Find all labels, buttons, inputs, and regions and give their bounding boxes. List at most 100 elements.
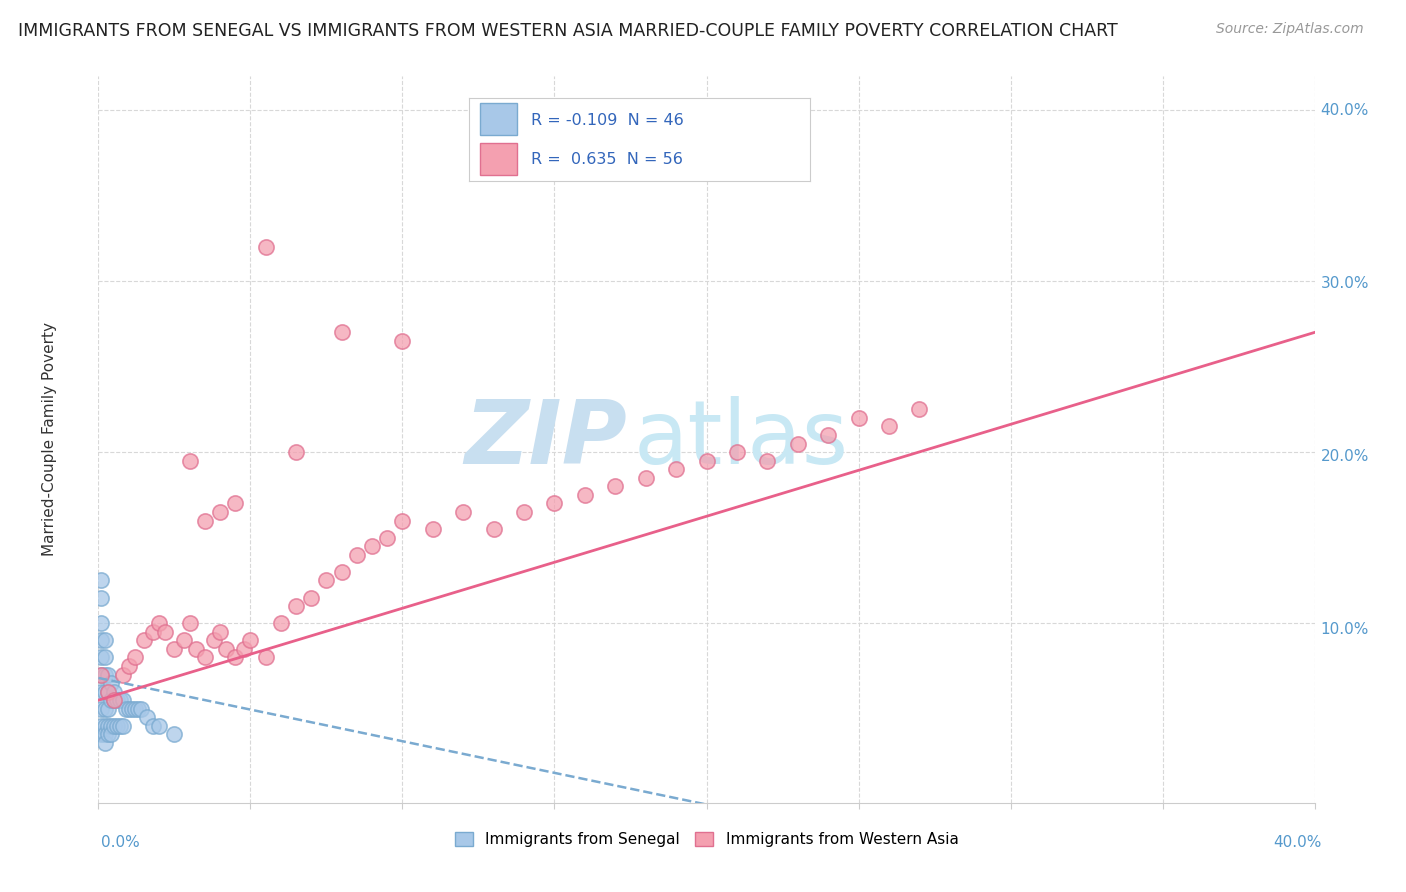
Point [194, 514, 217, 528]
Point [848, 411, 870, 425]
Point [132, 633, 155, 648]
Point [224, 650, 246, 665]
Point [93, 650, 115, 665]
Point [346, 548, 368, 562]
Point [163, 727, 186, 741]
Point [103, 684, 125, 698]
Point [179, 453, 201, 467]
Point [90, 591, 112, 605]
Text: atlas: atlas [634, 396, 849, 483]
Point [634, 471, 657, 485]
Point [127, 702, 149, 716]
Point [96, 667, 118, 681]
Point [179, 616, 201, 631]
Point [90, 702, 112, 716]
Point [422, 522, 444, 536]
Point [90, 574, 112, 588]
Point [100, 727, 122, 741]
Point [105, 693, 128, 707]
Point [786, 436, 808, 450]
Point [114, 702, 136, 716]
Point [285, 445, 308, 459]
Point [155, 624, 177, 639]
Point [696, 453, 718, 467]
Point [90, 650, 112, 665]
Point [118, 659, 141, 673]
Point [129, 702, 152, 716]
Point [96, 702, 118, 716]
Point [124, 702, 146, 716]
Point [254, 650, 277, 665]
Point [93, 719, 115, 733]
Text: ZIP: ZIP [465, 396, 627, 483]
Text: 0.0%: 0.0% [101, 836, 141, 850]
Point [90, 719, 112, 733]
Point [142, 719, 165, 733]
Point [330, 565, 353, 579]
Point [299, 591, 322, 605]
Point [96, 684, 118, 698]
Point [817, 428, 839, 442]
Point [93, 667, 115, 681]
Point [103, 693, 125, 707]
Point [184, 641, 207, 656]
Point [108, 693, 131, 707]
Point [391, 514, 413, 528]
Text: 10.0%: 10.0% [1320, 623, 1369, 637]
Point [270, 616, 292, 631]
Point [111, 667, 134, 681]
Point [90, 667, 112, 681]
Point [142, 624, 165, 639]
Point [108, 719, 131, 733]
Point [136, 710, 159, 724]
Point [233, 641, 256, 656]
Point [202, 633, 225, 648]
Point [361, 539, 384, 553]
Point [124, 650, 146, 665]
Point [330, 326, 353, 340]
Point [574, 488, 596, 502]
Point [90, 667, 112, 681]
Point [513, 505, 536, 519]
Point [90, 684, 112, 698]
Point [163, 641, 186, 656]
Text: Married-Couple Family Poverty: Married-Couple Family Poverty [42, 322, 58, 557]
Point [93, 736, 115, 750]
Text: 20.0%: 20.0% [1320, 449, 1369, 464]
Point [908, 402, 931, 417]
Point [375, 531, 398, 545]
Point [100, 676, 122, 690]
Text: IMMIGRANTS FROM SENEGAL VS IMMIGRANTS FROM WESTERN ASIA MARRIED-COUPLE FAMILY PO: IMMIGRANTS FROM SENEGAL VS IMMIGRANTS FR… [18, 22, 1118, 40]
Point [90, 633, 112, 648]
Point [103, 693, 125, 707]
Point [121, 702, 143, 716]
Point [90, 616, 112, 631]
Point [209, 505, 232, 519]
Point [96, 727, 118, 741]
Point [756, 453, 779, 467]
Point [215, 641, 238, 656]
Point [93, 684, 115, 698]
Point [111, 719, 134, 733]
Point [93, 727, 115, 741]
Point [148, 719, 170, 733]
Text: 40.0%: 40.0% [1320, 103, 1369, 118]
Point [239, 633, 262, 648]
Text: Source: ZipAtlas.com: Source: ZipAtlas.com [1216, 22, 1364, 37]
Point [194, 650, 217, 665]
Point [605, 479, 627, 493]
Point [173, 633, 195, 648]
Point [391, 334, 413, 348]
Point [105, 719, 128, 733]
Point [96, 684, 118, 698]
Point [453, 505, 475, 519]
Point [118, 702, 141, 716]
Point [725, 445, 748, 459]
Point [285, 599, 308, 613]
Point [209, 624, 232, 639]
Point [103, 719, 125, 733]
Text: 30.0%: 30.0% [1320, 276, 1369, 291]
Point [100, 719, 122, 733]
Point [96, 719, 118, 733]
Point [543, 496, 565, 510]
